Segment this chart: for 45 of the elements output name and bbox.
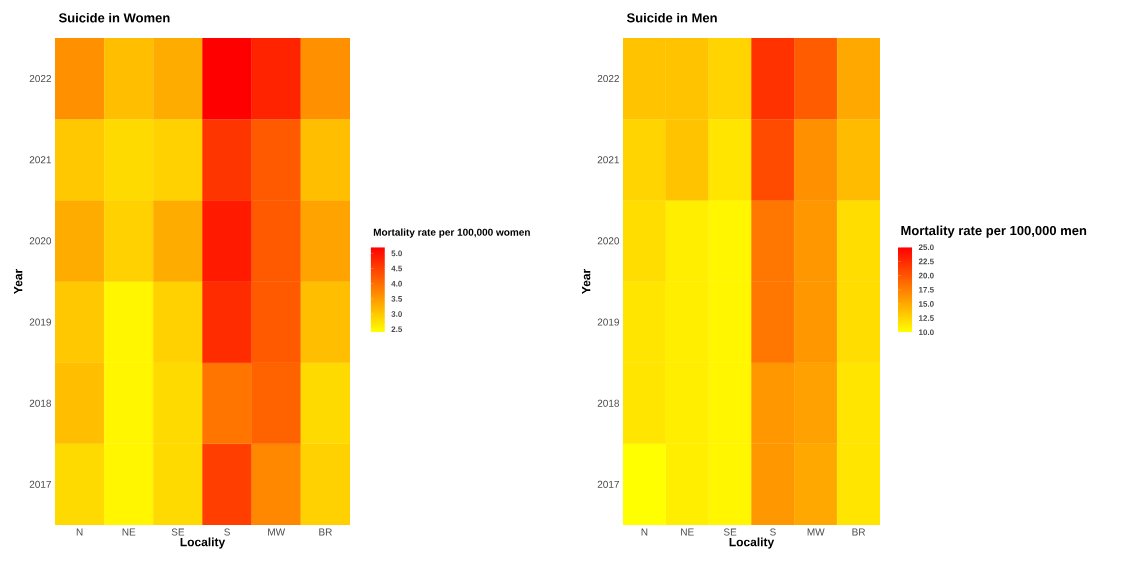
- x-tick-label: BR: [319, 528, 332, 536]
- x-tick-label: N: [641, 528, 648, 536]
- color-bar-label: 3.5: [391, 296, 403, 302]
- y-tick-label: 2017: [29, 480, 51, 488]
- color-bar-title: Mortality rate per 100,000 men: [901, 225, 1087, 238]
- color-bar-label: 20.0: [918, 272, 934, 279]
- y-tick-label: 2022: [597, 75, 619, 83]
- y-tick-label: 2019: [597, 318, 619, 326]
- x-tick-label: SE: [723, 528, 737, 536]
- color-bar-label: 2.5: [391, 326, 403, 333]
- x-tick-label: MW: [807, 528, 825, 536]
- color-bar-label: 15.0: [919, 301, 934, 307]
- chart-title: Suicide in Men: [626, 12, 717, 23]
- color-bar-label: 10.0: [919, 329, 934, 336]
- x-tick-label: SE: [171, 528, 185, 536]
- color-bar-label: 4.5: [391, 265, 403, 272]
- y-axis-title: Year: [14, 269, 23, 294]
- y-tick-label: 2021: [29, 156, 51, 164]
- x-axis-title: Locality: [729, 537, 775, 549]
- x-tick-label: N: [76, 528, 83, 536]
- color-bar-label: 3.0: [391, 311, 402, 317]
- color-bar-label: 5.0: [391, 250, 402, 257]
- y-tick-label: 2020: [29, 237, 52, 245]
- x-tick-label: S: [770, 528, 776, 536]
- x-tick-label: BR: [852, 528, 866, 536]
- y-tick-label: 2021: [597, 156, 619, 164]
- y-axis-title: Year: [581, 269, 591, 294]
- x-tick-label: NE: [681, 528, 694, 536]
- y-tick-label: 2017: [597, 480, 619, 488]
- x-tick-label: NE: [122, 528, 136, 536]
- x-tick-label: MW: [268, 528, 286, 536]
- color-bar-label: 4.0: [391, 280, 402, 287]
- chart-title: Suicide in Women: [58, 12, 170, 23]
- color-bar-title: Mortality rate per 100,000 women: [373, 228, 530, 238]
- y-tick-label: 2019: [29, 318, 52, 326]
- x-axis-title: Locality: [180, 537, 226, 549]
- y-tick-label: 2022: [29, 75, 51, 83]
- color-bar-label: 25.0: [918, 244, 934, 251]
- y-tick-label: 2018: [597, 399, 620, 407]
- x-tick-label: S: [224, 528, 230, 536]
- color-bar-label: 17.5: [919, 286, 934, 293]
- y-tick-label: 2020: [597, 237, 620, 245]
- color-bar-label: 22.5: [918, 258, 934, 265]
- color-bar-label: 12.5: [919, 315, 934, 321]
- y-tick-label: 2018: [29, 399, 52, 407]
